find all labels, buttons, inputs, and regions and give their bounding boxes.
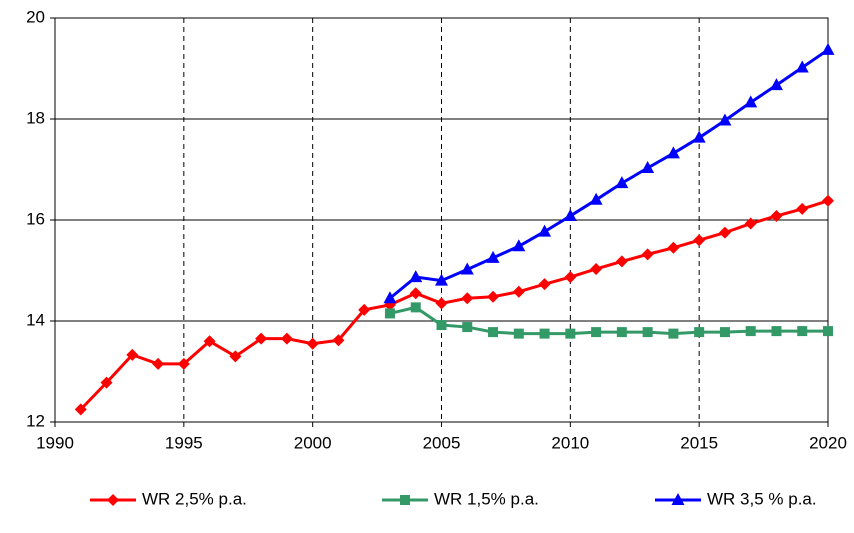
marker [589,192,603,205]
marker [107,494,119,506]
marker [400,495,410,505]
marker [615,255,628,268]
marker [642,327,653,338]
marker [486,250,500,263]
marker [771,326,782,337]
marker [797,326,808,337]
marker [488,327,499,338]
marker [100,376,113,389]
marker [487,290,500,303]
marker [591,327,602,338]
y-tick-label: 18 [26,108,45,127]
marker [563,208,577,221]
marker [744,95,758,108]
marker [769,78,783,91]
marker [795,60,809,73]
marker [692,130,706,143]
marker [436,320,447,331]
y-tick-label: 16 [26,209,45,228]
marker [460,262,474,275]
x-tick-label: 2000 [294,433,332,452]
marker [332,334,345,347]
marker [718,226,731,239]
marker [435,273,448,286]
marker [796,202,809,215]
x-tick-label: 2005 [423,433,461,452]
marker [641,160,655,173]
marker [693,234,706,247]
y-tick-label: 12 [26,411,45,430]
plot-border [54,17,829,423]
legend-label: WR 2,5% p.a. [142,489,247,508]
marker [383,291,397,304]
marker [74,403,87,416]
marker [435,297,448,310]
marker [512,239,526,252]
legend-label: WR 1,5% p.a. [434,489,539,508]
marker [745,326,756,337]
x-tick-label: 1995 [165,433,203,452]
marker [671,493,685,505]
marker [461,292,474,305]
marker [462,322,473,333]
marker [668,328,679,339]
marker [280,332,293,345]
legend-label: WR 3,5 % p.a. [707,489,817,508]
marker [513,328,524,339]
marker [615,176,629,189]
marker [409,270,423,283]
marker [821,42,835,55]
marker [358,303,371,316]
marker [590,262,603,275]
marker [538,278,551,291]
marker [565,328,576,339]
x-tick-label: 2020 [809,433,847,452]
marker [718,113,732,126]
marker [126,348,139,361]
marker [512,285,525,298]
marker [616,327,627,338]
marker [770,209,783,222]
marker [564,271,577,284]
marker [694,327,705,338]
marker [152,357,165,370]
x-tick-label: 2010 [551,433,589,452]
x-tick-label: 2015 [680,433,718,452]
marker [229,350,242,363]
marker [744,217,757,230]
marker [667,241,680,254]
marker [306,337,319,350]
y-tick-label: 20 [26,7,45,26]
marker [538,224,552,237]
marker [410,302,421,313]
y-tick-label: 14 [26,310,45,329]
marker [177,357,190,370]
marker [719,327,730,338]
marker [641,248,654,261]
marker [409,287,422,300]
x-tick-label: 1990 [36,433,74,452]
marker [666,146,680,159]
marker [255,332,268,345]
marker [384,308,395,319]
marker [203,335,216,348]
marker [822,194,834,207]
marker [823,326,833,337]
marker [539,328,550,339]
